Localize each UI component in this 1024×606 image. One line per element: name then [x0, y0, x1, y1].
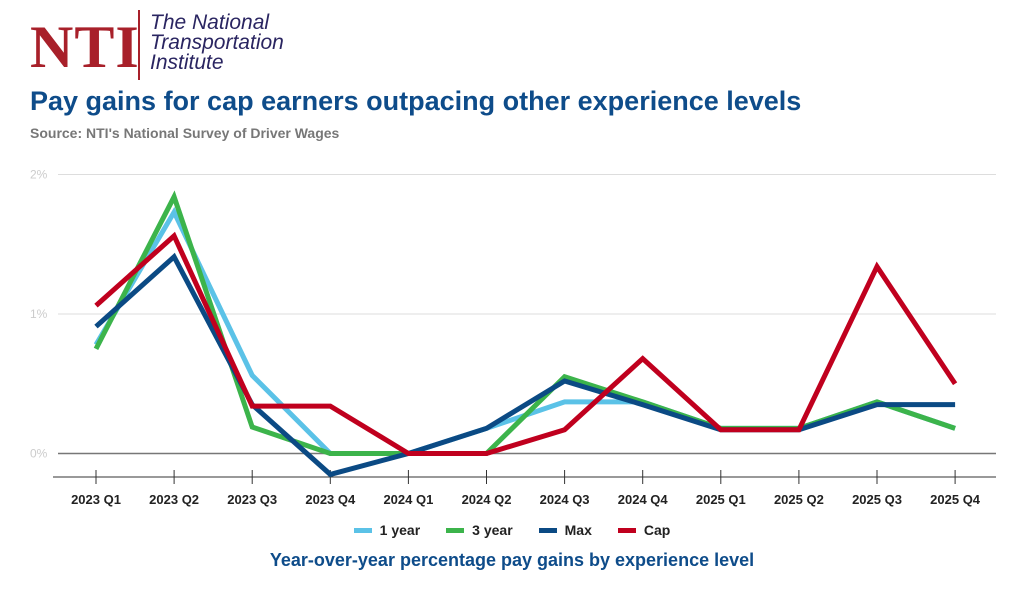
chart-source: Source: NTI's National Survey of Driver …	[30, 125, 340, 141]
legend-item: 1 year	[353, 522, 421, 538]
legend-swatch	[617, 527, 636, 533]
logo-line: Transportation	[150, 31, 284, 54]
logo-mark: NTI	[30, 14, 140, 80]
x-tick-label: 2023 Q3	[227, 492, 277, 507]
x-tick-label: 2025 Q1	[696, 492, 746, 507]
legend-swatch	[446, 527, 465, 533]
x-tick-label: 2023 Q4	[305, 492, 356, 507]
legend-swatch	[353, 527, 372, 533]
x-tick-label: 2024 Q2	[462, 492, 512, 507]
y-tick-label: 2%	[30, 168, 48, 182]
logo-line: Institute	[150, 51, 224, 74]
x-axis-caption: Year-over-year percentage pay gains by e…	[269, 550, 755, 570]
logo-line: The National	[150, 11, 270, 34]
x-tick-label: 2023 Q1	[71, 492, 121, 507]
logo-divider	[138, 10, 140, 80]
x-tick-label: 2025 Q4	[930, 492, 981, 507]
series-line-cap	[94, 231, 958, 456]
x-tick-label: 2024 Q1	[383, 492, 433, 507]
legend: 1 year 3 year Max Cap	[0, 522, 1024, 538]
legend-label: 1 year	[379, 522, 421, 538]
legend-label: 3 year	[472, 522, 513, 538]
legend-label: Cap	[643, 522, 671, 538]
logo-text: The National Transportation Institute	[150, 11, 284, 74]
legend-item: Max	[538, 522, 592, 538]
legend-swatch	[538, 527, 557, 533]
chart-title: Pay gains for cap earners outpacing othe…	[30, 86, 802, 116]
y-tick-label: 0%	[30, 447, 48, 461]
legend-item: 3 year	[446, 522, 513, 538]
x-tick-label: 2023 Q2	[149, 492, 199, 507]
x-tick-label: 2025 Q2	[774, 492, 824, 507]
series-line-3-year	[93, 190, 956, 456]
legend-item: Cap	[617, 522, 671, 538]
x-tick-label: 2024 Q3	[540, 492, 590, 507]
x-tick-label: 2024 Q4	[618, 492, 669, 507]
y-tick-label: 1%	[30, 307, 48, 321]
legend-label: Max	[564, 522, 592, 538]
x-tick-label: 2025 Q3	[852, 492, 902, 507]
